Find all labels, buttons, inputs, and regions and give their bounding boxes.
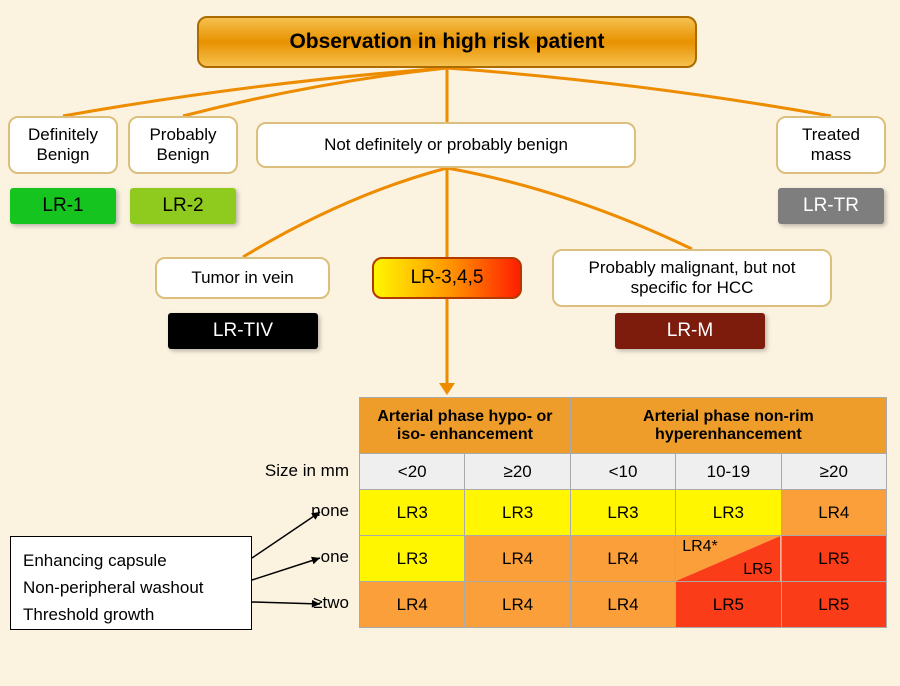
row-label: one [294, 547, 349, 567]
tag-lrtiv: LR-TIV [168, 313, 318, 349]
node-not-def: Not definitely or probably benign [256, 122, 636, 168]
node-def-benign: Definitely Benign [8, 116, 118, 174]
size-in-mm-label: Size in mm [239, 461, 349, 481]
table-cell: LR4 [360, 582, 465, 628]
tag-lrtr: LR-TR [778, 188, 884, 224]
lirads-table: Arterial phase hypo- or iso- enhancement… [359, 397, 887, 628]
feature-item: Threshold growth [23, 601, 239, 628]
table-cell: LR4 [570, 582, 675, 628]
row-label: ≥two [294, 593, 349, 613]
table-cell: LR5 [781, 582, 886, 628]
table-cell: LR3 [465, 490, 570, 536]
table-cell: LR4 [465, 582, 570, 628]
size-cell: <10 [570, 454, 675, 490]
table-cell: LR3 [676, 490, 781, 536]
table-cell: LR3 [360, 536, 465, 582]
feature-item: Enhancing capsule [23, 547, 239, 574]
feature-box: Enhancing capsuleNon-peripheral washoutT… [10, 536, 252, 630]
node-prob-benign: Probably Benign [128, 116, 238, 174]
table-cell: LR3 [360, 490, 465, 536]
node-tiv: Tumor in vein [155, 257, 330, 299]
node-lr345: LR-3,4,5 [372, 257, 522, 299]
tag-lr2: LR-2 [130, 188, 236, 224]
table-cell: LR5 [781, 536, 886, 582]
table-cell: LR4 [781, 490, 886, 536]
table-cell: LR5 [676, 582, 781, 628]
size-cell: 10-19 [676, 454, 781, 490]
tag-lrm: LR-M [615, 313, 765, 349]
title-text: Observation in high risk patient [289, 30, 604, 54]
table-header-hyper: Arterial phase non-rim hyperenhancement [570, 398, 886, 454]
size-cell: <20 [360, 454, 465, 490]
node-treated: Treated mass [776, 116, 886, 174]
node-probmal: Probably malignant, but not specific for… [552, 249, 832, 307]
table-cell: LR4* LR5 [676, 536, 781, 582]
size-cell: ≥20 [781, 454, 886, 490]
table-cell: LR4 [570, 536, 675, 582]
feature-item: Non-peripheral washout [23, 574, 239, 601]
tag-lr1: LR-1 [10, 188, 116, 224]
table-cell: LR3 [570, 490, 675, 536]
size-cell: ≥20 [465, 454, 570, 490]
title-node: Observation in high risk patient [197, 16, 697, 68]
row-label: none [294, 501, 349, 521]
table-header-hypo: Arterial phase hypo- or iso- enhancement [360, 398, 571, 454]
table-cell: LR4 [465, 536, 570, 582]
